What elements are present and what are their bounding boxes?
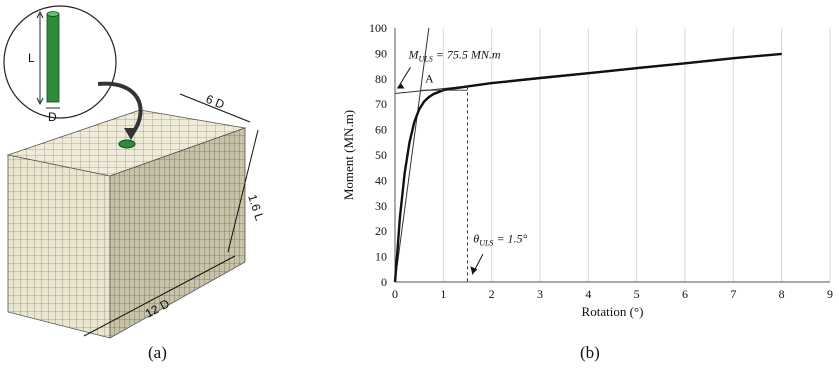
pile-body: [46, 13, 60, 103]
x-tick-label: 5: [634, 287, 640, 301]
m-uls-label: MULS = 75.5 MN.m: [408, 47, 501, 63]
pile-top: [46, 11, 60, 17]
caption-panel-a: (a): [148, 343, 167, 362]
axes: [394, 28, 830, 283]
y-tick-label: 90: [375, 46, 387, 60]
x-tick-label: 8: [779, 287, 785, 301]
x-tick-label: 0: [392, 287, 398, 301]
x-tick-label: 2: [489, 287, 495, 301]
y-tick-label: 70: [375, 97, 387, 111]
tangent-line: [394, 27, 430, 283]
tick-labels: 0 1 2 3 4 5 6 7 8 90102030405060708090100Rotation…: [341, 21, 833, 319]
y-tick-label: 100: [369, 21, 387, 35]
moment-rotation-curve: [393, 52, 782, 283]
y-tick-label: 60: [375, 123, 387, 137]
caption-panel-b: (b): [580, 343, 600, 362]
theta-uls-label: θULS = 1.5°: [473, 232, 527, 248]
mesh-front-face: [7, 154, 111, 339]
inset-arrow: [97, 81, 143, 136]
grid-lines: [442, 28, 831, 282]
depth-dimension-line: [179, 93, 251, 123]
pile-inset-circle: [3, 5, 117, 119]
height-dimension-line: [227, 129, 259, 253]
depth-dimension-label: 6 D: [204, 92, 227, 112]
width-dimension-line: [83, 255, 236, 337]
pile-head: [118, 139, 136, 149]
m-uls-arrow: [396, 67, 411, 89]
y-tick-label: 80: [375, 72, 387, 86]
point-a-label: A: [425, 72, 434, 86]
x-tick-label: 1: [440, 287, 446, 301]
pile-diameter-label: D: [48, 110, 57, 124]
y-tick-label: 30: [375, 199, 387, 213]
x-tick-label: 3: [537, 287, 543, 301]
x-tick-label: 6: [682, 287, 688, 301]
x-axis-label: Rotation (°): [582, 304, 644, 319]
y-tick-label: 0: [381, 275, 387, 289]
series-line: [393, 52, 782, 283]
y-tick-label: 40: [375, 173, 387, 187]
pile-length-label: L: [28, 51, 35, 65]
height-dimension-label: 1.6 L: [245, 193, 267, 223]
theta-uls-arrowhead: [470, 266, 478, 275]
y-tick-label: 20: [375, 224, 387, 238]
x-tick-label: 4: [585, 287, 591, 301]
y-tick-label: 10: [375, 250, 387, 264]
y-tick-label: 50: [375, 148, 387, 162]
mesh-model-figure: L D 6 D 1.6 L 12 D: [3, 5, 267, 339]
y-axis-label: Moment (MN.m): [341, 110, 356, 200]
x-tick-label: 9: [827, 287, 833, 301]
m-uls-arrowhead: [397, 83, 405, 89]
mesh-side-face: [109, 127, 246, 339]
x-tick-label: 7: [730, 287, 736, 301]
